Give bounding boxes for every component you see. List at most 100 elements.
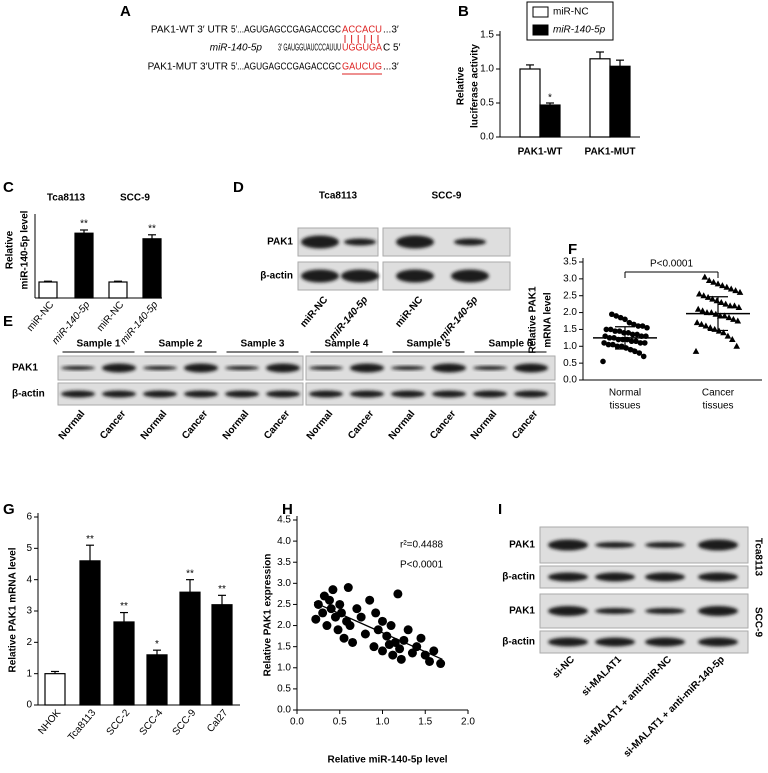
bar: [211, 604, 233, 706]
blot-band: [350, 363, 384, 373]
data-point: [407, 648, 417, 658]
blot-band: [645, 637, 685, 647]
row-label: β-actin: [12, 389, 45, 400]
binding-site: UGGUGA: [342, 43, 382, 54]
blot-band: [698, 637, 738, 647]
lane-label: Normal: [221, 408, 252, 442]
data-point: [601, 340, 607, 346]
y-tick-label: 3: [26, 606, 32, 617]
y-tick-label: 3.5: [277, 557, 291, 568]
blot-band: [645, 608, 685, 614]
y-tick-label: 2.5: [563, 290, 577, 301]
blot-band: [473, 366, 507, 370]
lane-label: si-MALAT1 + anti-miR-NC: [581, 654, 674, 747]
y-tick-label: 1.5: [277, 641, 291, 652]
sequence-name: miR-140-5p: [210, 43, 263, 54]
data-point: [371, 608, 381, 618]
data-point: [345, 621, 355, 631]
data-point: [352, 604, 362, 614]
legend-swatch: [532, 6, 549, 18]
data-point: [607, 326, 614, 333]
fit-line: [313, 601, 443, 660]
y-tick-label: 2.0: [277, 620, 291, 631]
data-point: [356, 612, 366, 622]
significance: **: [218, 584, 226, 595]
data-point: [416, 633, 426, 643]
data-point: [642, 340, 648, 346]
blot-band: [391, 366, 425, 370]
data-point: [714, 280, 722, 287]
blot-band: [350, 390, 384, 398]
data-point: [343, 583, 353, 593]
y-tick-label: 4.0: [277, 536, 291, 547]
y-tick-label: 1.0: [277, 662, 291, 673]
blot-band: [698, 572, 738, 582]
y-axis-label: luciferase activity: [470, 44, 481, 128]
lane-label: si-MALAT1 + anti-miR-140-5p: [622, 654, 727, 759]
data-point: [378, 616, 387, 626]
y-tick-label: 1.5: [563, 324, 577, 335]
data-point: [396, 654, 406, 664]
blot-band: [595, 608, 635, 614]
data-point: [729, 336, 736, 343]
data-point: [733, 342, 740, 349]
data-point: [644, 324, 650, 331]
lane-label: Cancer: [510, 408, 540, 441]
blot-band: [548, 637, 588, 647]
data-point: [603, 326, 610, 333]
lane-label: Cancer: [346, 408, 376, 441]
y-tick-label: 0.0: [480, 132, 494, 143]
blot-band: [301, 269, 339, 283]
blot-band: [61, 366, 95, 370]
data-point: [731, 302, 738, 309]
data-point: [386, 621, 396, 631]
sample-label: Sample 3: [241, 339, 285, 350]
data-point: [365, 595, 375, 605]
blot-membrane: [305, 355, 556, 381]
blot-band: [341, 269, 379, 283]
data-point: [702, 322, 710, 329]
lane-label: miR-140-5p: [437, 295, 480, 343]
x-tick-label: NHOK: [36, 707, 63, 736]
panel-label: B: [458, 3, 469, 20]
data-point: [348, 637, 358, 647]
data-point: [600, 358, 606, 365]
data-point: [725, 314, 733, 321]
blot-band: [143, 390, 177, 398]
blot-band: [645, 572, 685, 582]
lane-label: si-NC: [551, 654, 577, 680]
row-label: PAK1: [267, 237, 293, 248]
annotation: P<0.0001: [400, 560, 444, 571]
blot-band: [548, 606, 588, 616]
cell-line: Tca8113: [752, 538, 763, 577]
data-point: [622, 316, 628, 323]
y-axis-label: Relative: [456, 66, 467, 105]
data-point: [700, 292, 707, 299]
data-point: [732, 287, 739, 294]
legend-box: [526, 1, 614, 41]
bar: [589, 58, 611, 138]
data-point: [609, 311, 615, 318]
y-tick-label: 1.0: [563, 341, 577, 352]
data-point: [631, 321, 637, 328]
data-point: [403, 625, 413, 635]
x-tick-label: tissues: [609, 401, 640, 412]
y-tick-label: 2.0: [563, 307, 577, 318]
sequence: C 5′: [383, 43, 401, 54]
data-point: [636, 350, 643, 356]
blot-membrane: [539, 565, 749, 589]
y-tick-label: 6: [26, 512, 32, 523]
x-tick-label: SCC-4: [138, 707, 166, 737]
blot-band: [184, 363, 218, 373]
blot-band: [698, 606, 738, 616]
data-point: [617, 314, 624, 321]
data-point: [390, 637, 400, 647]
panel-label: F: [568, 241, 577, 258]
significance: *: [155, 639, 159, 650]
blot-band: [391, 390, 425, 398]
data-point: [322, 621, 332, 631]
x-tick-label: 0.5: [333, 717, 347, 728]
data-point: [626, 319, 633, 326]
blot-band: [698, 539, 738, 551]
sequence: 3′ GAUGGUAUCCCAUUU: [278, 43, 341, 54]
